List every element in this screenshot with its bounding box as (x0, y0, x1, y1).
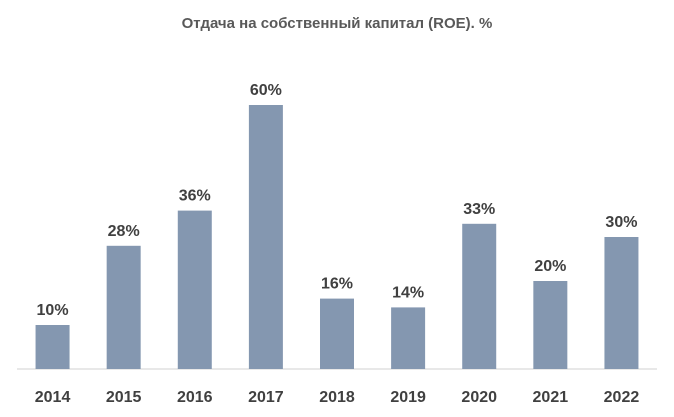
data-label-2021: 20% (534, 258, 566, 275)
data-label-2016: 36% (179, 188, 211, 205)
x-tick-label-2022: 2022 (604, 389, 640, 406)
bar-2014 (35, 325, 70, 369)
bar-2018 (320, 298, 354, 369)
x-tick-label-2014: 2014 (35, 389, 71, 406)
data-label-2020: 33% (463, 201, 495, 218)
bar-2022 (604, 237, 639, 369)
x-tick-label-2015: 2015 (106, 389, 142, 406)
data-label-2015: 28% (108, 223, 140, 240)
bar-2019 (391, 307, 426, 369)
x-tick-label-2017: 2017 (248, 389, 284, 406)
x-tick-label-2016: 2016 (177, 389, 213, 406)
data-label-2022: 30% (605, 214, 637, 231)
bar-2020 (462, 223, 497, 369)
data-label-2018: 16% (321, 276, 353, 293)
data-label-2019: 14% (392, 284, 424, 301)
bar-2017 (248, 105, 283, 369)
bar-2021 (533, 281, 568, 369)
x-tick-label-2018: 2018 (319, 389, 355, 406)
data-label-2014: 10% (37, 302, 69, 319)
x-tick-label-2021: 2021 (533, 389, 569, 406)
bar-2016 (177, 210, 212, 369)
chart-title: Отдача на собственный капитал (ROE). % (181, 15, 493, 32)
bar-2015 (106, 245, 141, 369)
data-label-2017: 60% (250, 82, 282, 99)
x-tick-label-2020: 2020 (461, 389, 497, 406)
x-tick-label-2019: 2019 (390, 389, 426, 406)
